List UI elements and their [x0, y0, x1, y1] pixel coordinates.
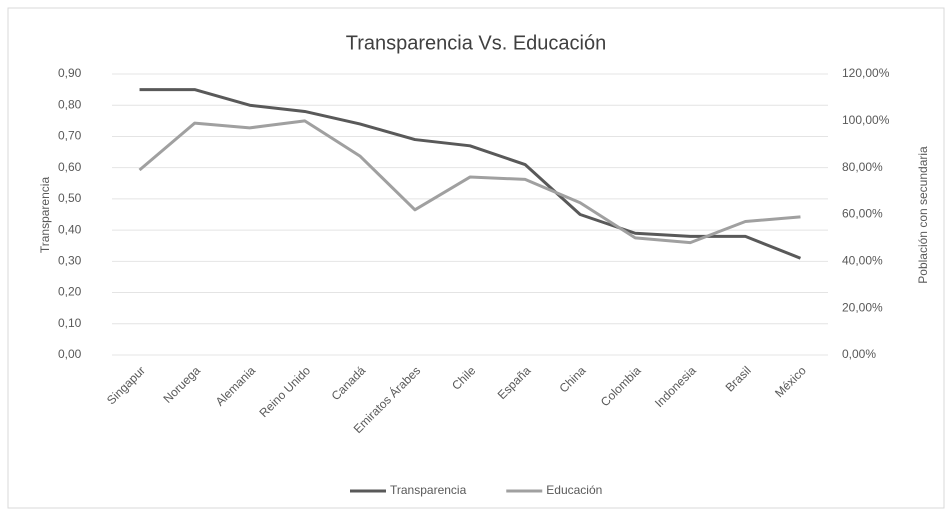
chart-frame [7, 7, 945, 509]
y2-axis-title: Población con secundaria [916, 146, 930, 284]
y2-tick-label: 20,00% [842, 300, 883, 314]
y-tick-label: 0,50 [58, 191, 82, 205]
y2-tick-label: 0,00% [842, 347, 876, 361]
y-tick-label: 0,00 [58, 347, 82, 361]
series-line [138, 119, 801, 245]
y-tick-label: 0,20 [58, 285, 82, 299]
y-tick-label: 0,40 [58, 222, 82, 236]
chart-title: Transparencia Vs. Educación [346, 32, 607, 54]
y2-tick-label: 80,00% [842, 160, 883, 174]
y2-tick-label: 100,00% [842, 113, 890, 127]
y2-tick-label: 40,00% [842, 254, 883, 268]
legend-label: Transparencia [390, 483, 467, 497]
y2-tick-label: 120,00% [842, 66, 890, 80]
y-tick-label: 0,80 [58, 97, 82, 111]
y-tick-label: 0,90 [58, 66, 82, 80]
series-line [139, 88, 802, 260]
y2-tick-label: 60,00% [842, 207, 883, 221]
y-tick-label: 0,30 [58, 254, 82, 268]
y-tick-label: 0,70 [58, 129, 82, 143]
legend-label: Educación [546, 483, 602, 497]
y-tick-label: 0,60 [58, 160, 82, 174]
y-tick-label: 0,10 [58, 316, 82, 330]
y-axis-title: Transparencia [38, 177, 52, 254]
